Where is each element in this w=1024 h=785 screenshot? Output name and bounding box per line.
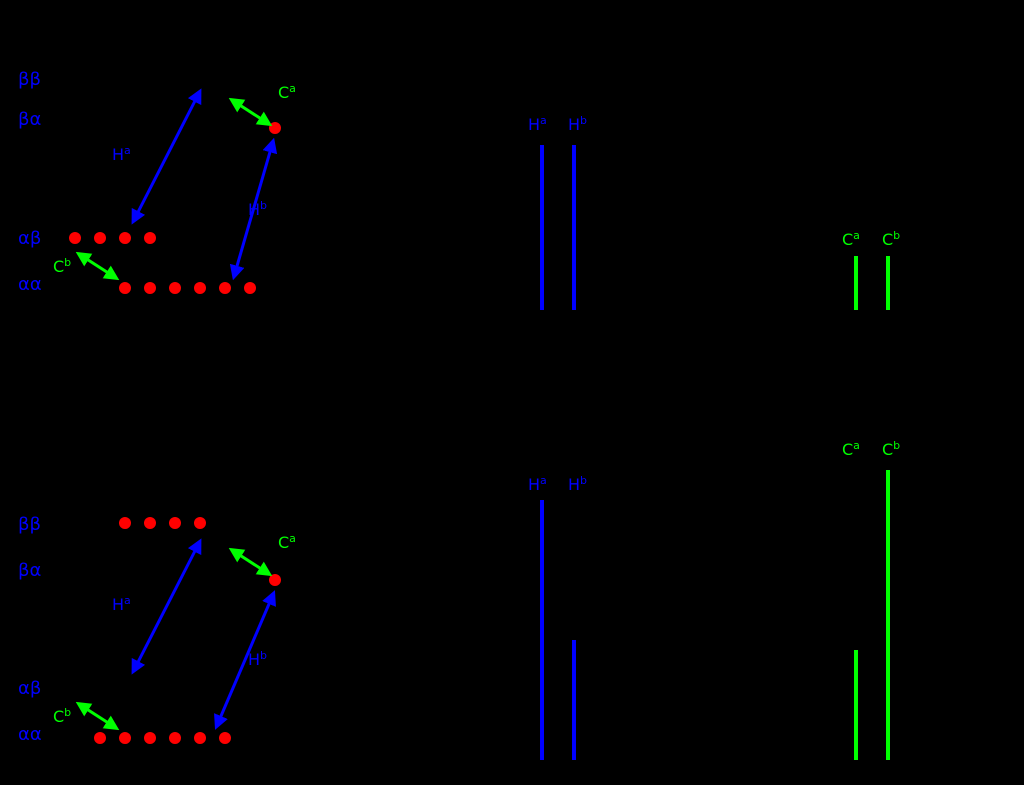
bottom-energy-dot-aa-5 (219, 732, 231, 744)
bottom-energy-c-arrow-Cb2 (82, 706, 113, 726)
top-energy-state-label-3: αα (18, 274, 42, 295)
bottom-energy-dot-bb-0 (119, 517, 131, 529)
bottom-energy-c-arrow-label-Ca2: Ca (278, 532, 296, 552)
top-energy-dot-aa-2 (169, 282, 181, 294)
top-energy-h-arrow-label-Hb: Hb (248, 199, 267, 219)
top-energy-c-arrow-Ca (235, 102, 266, 122)
top-energy-state-label-0: ββ (18, 69, 41, 90)
top-energy-c-arrow-label-Ca: Ca (278, 82, 296, 102)
h-top-peak-label-Ha: Ha (528, 114, 547, 134)
c-top-peak-label-Cb: Cb (882, 229, 900, 249)
h-bottom-peak-label-Hb: Hb (568, 474, 587, 494)
top-energy-dot-ab-2 (119, 232, 131, 244)
bottom-energy-dot-aa-1 (119, 732, 131, 744)
top-energy-dot-aa-5 (244, 282, 256, 294)
top-energy-dot-aa-1 (144, 282, 156, 294)
bottom-energy-state-label-0: ββ (18, 514, 41, 535)
bottom-energy-h-arrow-label-Ha2: Ha (112, 594, 131, 614)
top-energy-h-arrow-label-Ha: Ha (112, 144, 131, 164)
bottom-energy-state-label-2: αβ (18, 678, 41, 699)
bottom-energy-state-label-3: αα (18, 724, 42, 745)
top-energy-dot-ab-1 (94, 232, 106, 244)
h-bottom-peak-label-Ha: Ha (528, 474, 547, 494)
top-energy-dot-ab-3 (144, 232, 156, 244)
top-energy-h-arrow-Ha (135, 95, 198, 218)
c-bottom-peak-label-Cb: Cb (882, 439, 900, 459)
bottom-energy-h-arrow-Ha2 (135, 545, 198, 668)
bottom-energy-dot-aa-3 (169, 732, 181, 744)
bottom-energy-dot-aa-0 (94, 732, 106, 744)
top-energy-state-label-2: αβ (18, 228, 41, 249)
bottom-energy-dot-aa-2 (144, 732, 156, 744)
bottom-energy-dot-aa-4 (194, 732, 206, 744)
bottom-energy-c-arrow-label-Cb2: Cb (53, 706, 71, 726)
bottom-energy-c-arrow-Ca2 (235, 552, 266, 572)
top-energy-dot-aa-3 (194, 282, 206, 294)
bottom-energy-dot-bb-1 (144, 517, 156, 529)
nmr-diagram: ββ βα αβ αα Ha Hb Ca Cb ββ βα αβ αα Ha Hb Ca Cb Ha Hb Ha Hb… (0, 0, 1024, 785)
top-energy-dot-ab-0 (69, 232, 81, 244)
top-energy-dot-aa-0 (119, 282, 131, 294)
h-top-peak-label-Hb: Hb (568, 114, 587, 134)
bottom-energy-state-label-1: βα (18, 560, 41, 581)
c-bottom-peak-label-Ca: Ca (842, 439, 860, 459)
bottom-energy-h-arrow-label-Hb2: Hb (248, 649, 267, 669)
top-energy-c-arrow-Cb (82, 256, 113, 276)
top-energy-dot-aa-4 (219, 282, 231, 294)
c-top-peak-label-Ca: Ca (842, 229, 860, 249)
bottom-energy-dot-bb-2 (169, 517, 181, 529)
top-energy-dot-ba (269, 122, 281, 134)
bottom-energy-dot-ba (269, 574, 281, 586)
top-energy-state-label-1: βα (18, 109, 41, 130)
bottom-energy-dot-bb-3 (194, 517, 206, 529)
top-energy-c-arrow-label-Cb: Cb (53, 256, 71, 276)
